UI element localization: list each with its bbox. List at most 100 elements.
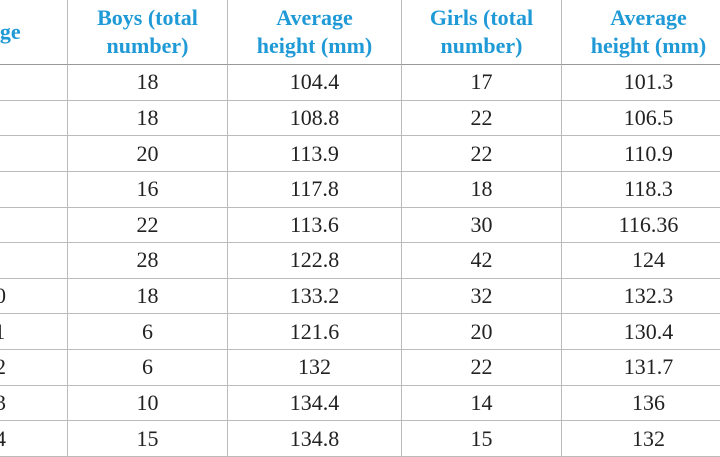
table-cell: 116.36 — [562, 208, 720, 244]
header-text: number) — [106, 33, 189, 58]
header-text: height (mm) — [256, 33, 373, 58]
table-cell: 15 — [402, 421, 562, 457]
header-text: Girls (total — [429, 5, 534, 30]
table-cell: 132.3 — [562, 279, 720, 315]
header-cell: Age — [0, 0, 68, 65]
cell-text: 130.4 — [623, 318, 674, 344]
cell-text: 12 — [0, 354, 6, 380]
cell-text: 134.4 — [289, 390, 340, 416]
table-cell: 6 — [0, 136, 68, 172]
cell-text: 118.3 — [624, 176, 673, 202]
table-cell: 10 — [68, 385, 228, 422]
table-cell: 122.8 — [228, 243, 402, 279]
table-cell: 20 — [68, 136, 228, 172]
table-cell: 8 — [0, 207, 68, 244]
table-cell: 42 — [402, 243, 562, 279]
header-text: number) — [440, 33, 523, 58]
table-cell: 14 — [0, 421, 68, 457]
cell-text: 18 — [470, 176, 493, 202]
cell-text: 132 — [298, 354, 331, 380]
table-cell: 104.4 — [228, 65, 402, 101]
table-cell: 17 — [402, 65, 562, 101]
table-cell: 12 — [0, 350, 68, 386]
table-cell: 14 — [402, 385, 562, 422]
table-cell: 132 — [562, 421, 720, 457]
cell-text: 104.4 — [289, 69, 340, 95]
table-cell: 118.3 — [562, 172, 720, 208]
table-cell: 136 — [562, 386, 720, 422]
cell-text: 30 — [470, 211, 493, 237]
cell-text: 32 — [470, 283, 493, 309]
cell-text: 16 — [136, 176, 159, 202]
cell-text: 108.8 — [289, 104, 340, 130]
cell-text: 22 — [470, 104, 493, 130]
table-cell: 124 — [562, 243, 720, 279]
table-cell: 134.8 — [228, 421, 402, 457]
table-cell: 134.4 — [228, 385, 402, 422]
cell-text: 131.7 — [623, 354, 674, 380]
table-cell: 6 — [68, 314, 228, 351]
cell-text: 15 — [470, 425, 493, 451]
cell-text: 6 — [142, 318, 153, 344]
table-cell: 18 — [68, 65, 228, 101]
table-cell: 16 — [68, 171, 228, 208]
cell-text: 28 — [136, 247, 159, 273]
cell-text: 20 — [470, 318, 493, 344]
table-cell: 133.2 — [228, 278, 402, 315]
table-cell: 28 — [68, 243, 228, 279]
cell-text: 132 — [632, 425, 665, 451]
cell-text: 15 — [136, 425, 159, 451]
cell-text: 113.6 — [290, 211, 339, 237]
cell-text: 110.9 — [624, 140, 673, 166]
cell-text: 20 — [136, 140, 159, 166]
header-text: Average — [276, 5, 353, 30]
table-cell: 108.8 — [228, 100, 402, 137]
cell-text: 42 — [470, 247, 493, 273]
table-cell: 22 — [402, 100, 562, 137]
table-cell: 10 — [0, 278, 68, 315]
table-cell: 13 — [0, 385, 68, 422]
header-cell: Average height (mm) — [228, 0, 402, 65]
header-text: Average — [610, 5, 687, 30]
cell-text: 13 — [0, 390, 6, 416]
table-cell: 30 — [402, 207, 562, 244]
table-cell: 130.4 — [562, 314, 720, 351]
cell-text: 22 — [470, 354, 493, 380]
cell-text: 18 — [136, 104, 159, 130]
cell-text: 18 — [136, 69, 159, 95]
cell-text: 134.8 — [289, 425, 340, 451]
cell-text: 117.8 — [290, 176, 339, 202]
table-cell: 5 — [0, 100, 68, 137]
table-cell: 15 — [68, 421, 228, 457]
cell-text: 22 — [470, 140, 493, 166]
cell-text: 116.36 — [618, 211, 679, 237]
cell-text: 136 — [632, 390, 665, 416]
cell-text: 14 — [0, 425, 6, 451]
header-text: Age — [0, 19, 21, 44]
header-cell: Average height (mm) — [562, 0, 720, 65]
cell-text: 17 — [470, 69, 493, 95]
table-cell: 7 — [0, 171, 68, 208]
table-cell: 32 — [402, 278, 562, 315]
table-cell: 9 — [0, 243, 68, 279]
cell-text: 106.5 — [623, 104, 674, 130]
table-cell: 106.5 — [562, 101, 720, 137]
table-cell: 113.6 — [228, 207, 402, 244]
cell-text: 11 — [0, 319, 5, 345]
table-cell: 18 — [68, 100, 228, 137]
table-cell: 22 — [68, 207, 228, 244]
table-cell: 18 — [68, 278, 228, 315]
cell-text: 10 — [0, 283, 6, 309]
header-text: height (mm) — [590, 33, 707, 58]
table-cell: 110.9 — [562, 136, 720, 172]
table-cell: 6 — [68, 350, 228, 386]
table-cell: 101.3 — [562, 65, 720, 101]
cell-text: 133.2 — [289, 283, 340, 309]
cell-text: 10 — [136, 390, 159, 416]
table-cell: 22 — [402, 350, 562, 386]
cell-text: 6 — [142, 354, 153, 380]
table-cell: 121.6 — [228, 314, 402, 351]
table-cell: 11 — [0, 314, 68, 351]
header-cell: Girls (total number) — [402, 0, 562, 65]
